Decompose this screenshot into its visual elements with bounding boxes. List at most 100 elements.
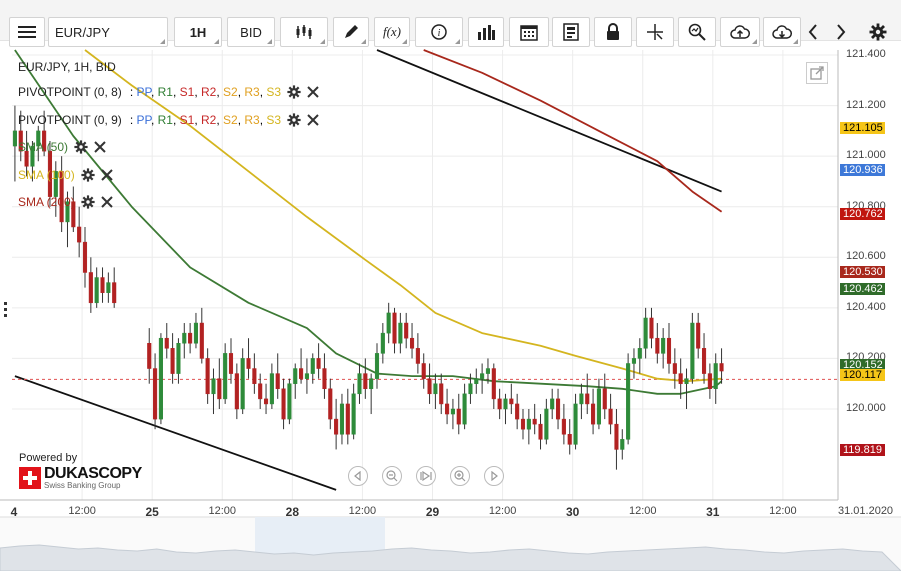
candle-body (631, 358, 637, 364)
candle (672, 348, 677, 389)
scroll-left-icon (354, 471, 361, 481)
zoom-button[interactable] (678, 17, 716, 47)
gear-icon[interactable] (287, 113, 301, 127)
scroll-forward-button[interactable] (830, 17, 852, 47)
scroll-back-button[interactable] (802, 17, 824, 47)
close-icon[interactable] (100, 169, 113, 181)
chart-type-button[interactable] (280, 17, 328, 47)
draw-button[interactable] (333, 17, 369, 47)
dropdown-caret-icon (214, 39, 219, 44)
candle (112, 267, 117, 308)
period-select[interactable]: 1H (174, 17, 222, 47)
zoom-out-button[interactable] (382, 466, 402, 486)
legend-sma-100: SMA (100) (18, 166, 119, 184)
candle-body (462, 393, 467, 425)
candle-body (170, 348, 175, 374)
settings-button[interactable] (866, 17, 890, 47)
gear-icon[interactable] (74, 140, 88, 154)
y-tick-label: 121.000 (846, 149, 886, 162)
candle-body (450, 408, 455, 415)
reset-button[interactable] (416, 466, 436, 486)
dropdown-caret-icon (752, 39, 757, 44)
candle-body (544, 408, 549, 440)
candle-body (439, 383, 444, 405)
y-tick-label: 120.600 (846, 250, 886, 263)
crosshair-button[interactable] (636, 17, 674, 47)
candle (71, 186, 76, 233)
chevron-left-icon (808, 24, 817, 40)
upload-button[interactable] (720, 17, 760, 47)
instrument-select[interactable]: EUR/JPY (48, 17, 168, 47)
close-icon[interactable] (307, 86, 319, 98)
lock-button[interactable] (594, 17, 632, 47)
dropdown-caret-icon (320, 39, 325, 44)
zoom-in-button[interactable] (450, 466, 470, 486)
menu-button[interactable] (9, 17, 45, 47)
candle-body (672, 363, 677, 374)
gear-icon[interactable] (81, 168, 95, 182)
dukascopy-logo: DUKASCOPY Swiss Banking Group (19, 466, 142, 490)
info-button[interactable]: i (415, 17, 463, 47)
candle-body (199, 322, 204, 359)
candle-body (491, 368, 496, 400)
calendar-button[interactable] (509, 17, 549, 47)
navigator-strip (0, 516, 901, 571)
candle-body (287, 383, 292, 420)
close-icon[interactable] (100, 196, 113, 208)
candle (392, 307, 397, 354)
candle (369, 373, 374, 415)
level-s3: S3 (266, 113, 282, 127)
download-button[interactable] (763, 17, 801, 47)
candle-body (497, 398, 502, 410)
candle (608, 393, 613, 435)
pivot-1-name: PIVOTPOINT (0, 8) (18, 85, 122, 99)
dropdown-caret-icon (160, 39, 165, 44)
function-button[interactable]: f(x) (374, 17, 410, 47)
scroll-left-button[interactable] (348, 466, 368, 486)
close-icon[interactable] (307, 114, 319, 126)
panel-resize-handle[interactable] (4, 302, 8, 320)
candle (246, 338, 251, 379)
candle-body (53, 171, 58, 197)
candle-body (240, 358, 245, 410)
candle-body (707, 373, 712, 390)
candle-body (246, 358, 251, 369)
candle-body (561, 418, 566, 435)
candle (707, 363, 712, 399)
hamburger-icon (18, 26, 36, 38)
candle (53, 161, 58, 217)
candle-body (678, 373, 683, 384)
legend-sma-50: SMA (50) (18, 138, 112, 156)
candle (655, 323, 660, 364)
candle (445, 388, 450, 425)
popout-button[interactable] (806, 62, 828, 84)
side-select[interactable]: BID (227, 17, 275, 47)
candle (386, 302, 391, 344)
candle-body (223, 353, 228, 400)
candle-body (579, 393, 584, 405)
brand-name: DUKASCOPY (44, 465, 142, 482)
candle (567, 419, 572, 455)
candle-body (398, 322, 403, 344)
gear-icon (869, 23, 887, 41)
volume-button[interactable] (468, 17, 504, 47)
candle (287, 378, 292, 425)
report-button[interactable] (552, 17, 590, 47)
gear-icon[interactable] (287, 85, 301, 99)
candle-body (567, 434, 572, 445)
level-r3: R3 (244, 85, 260, 99)
candle-body (696, 322, 701, 349)
close-icon[interactable] (94, 141, 106, 153)
level-s3: S3 (266, 85, 282, 99)
powered-by-label: Powered by (19, 452, 78, 464)
candle (520, 408, 526, 440)
x-tick-label: 12:00 (628, 505, 657, 517)
candle-body (620, 439, 625, 450)
candle (345, 388, 350, 445)
candle (515, 393, 520, 430)
zoom-in-icon (454, 470, 466, 482)
gear-icon[interactable] (81, 195, 95, 209)
pivot-2-levels: : PP, R1, S1, R2, S2, R3, S3 (129, 113, 282, 127)
scroll-right-button[interactable] (484, 466, 504, 486)
